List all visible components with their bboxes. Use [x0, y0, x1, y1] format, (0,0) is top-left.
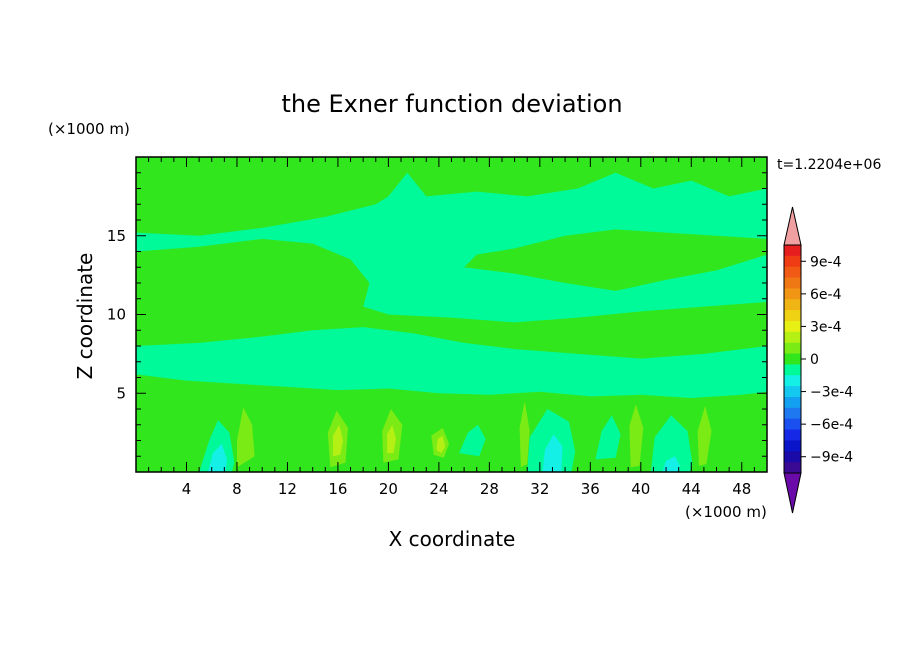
- colorbar-segment: [784, 440, 801, 452]
- x-tick-label: 44: [682, 480, 701, 498]
- contour-region-2: [590, 157, 767, 197]
- contour-region-20: [629, 404, 644, 468]
- colorbar-tick-label: 6e-4: [810, 287, 842, 303]
- x-unit-label: (×1000 m): [685, 503, 767, 521]
- contour-region-13: [542, 434, 563, 472]
- colorbar-segment: [784, 451, 801, 463]
- y-tick-label: 15: [107, 227, 126, 245]
- colorbar-segment: [784, 418, 801, 431]
- contour-region-14: [662, 456, 680, 472]
- contour-region-1: [136, 157, 414, 236]
- contour-region-11: [650, 415, 693, 472]
- contour-region-10: [595, 415, 621, 460]
- colorbar-segment: [784, 375, 801, 387]
- colorbar-tick-label: −3e-4: [810, 385, 853, 401]
- contour-region-4: [136, 238, 767, 359]
- colorbar-segment: [784, 397, 801, 409]
- x-tick-label: 24: [429, 480, 448, 498]
- colorbar-segment: [784, 331, 801, 344]
- x-tick-label: 8: [232, 480, 242, 498]
- colorbar-segment: [784, 353, 801, 365]
- contour-region-8: [459, 424, 486, 457]
- colorbar: 9e-4 6e-4 3e-4 0 −3e-4 −6e-4 −9e-4: [783, 206, 853, 514]
- y-unit-label: (×1000 m): [48, 120, 130, 138]
- colorbar-max-extension: [783, 206, 802, 246]
- colorbar-segment: [784, 321, 801, 333]
- contour-region-24: [436, 435, 446, 454]
- x-tick-label: 40: [631, 480, 650, 498]
- colorbar-segment: [784, 462, 801, 474]
- contour-region-21: [697, 405, 712, 466]
- x-tick-label: 28: [480, 480, 499, 498]
- x-tick-label: 12: [278, 480, 297, 498]
- colorbar-segment: [784, 266, 801, 279]
- y-tick-label: 5: [116, 384, 126, 402]
- contour-region-22: [332, 424, 343, 457]
- colorbar-segment: [784, 299, 801, 311]
- colorbar-segment: [784, 407, 801, 420]
- x-tick-label: 4: [182, 480, 192, 498]
- contour-field: [136, 157, 767, 472]
- colorbar-tick-label: 0: [810, 352, 819, 368]
- colorbar-segment: [784, 277, 801, 289]
- contour-region-23: [387, 424, 396, 454]
- x-tick-label: 36: [581, 480, 600, 498]
- colorbar-tick-label: −9e-4: [810, 450, 853, 466]
- y-tick-label: 10: [107, 306, 126, 324]
- contour-region-3: [388, 157, 616, 197]
- colorbar-min-extension: [783, 472, 802, 514]
- colorbar-segment: [784, 386, 801, 398]
- colorbar-segment: [784, 364, 801, 376]
- x-tick-label: 16: [328, 480, 347, 498]
- colorbar-tick-label: −6e-4: [810, 417, 853, 433]
- contour-region-5: [464, 229, 767, 291]
- colorbar-segment: [784, 255, 801, 268]
- colorbar-tick-label: 3e-4: [810, 319, 842, 335]
- x-tick-label: 48: [732, 480, 751, 498]
- x-tick-label: 32: [530, 480, 549, 498]
- chart-title: the Exner function deviation: [281, 90, 622, 118]
- colorbar-tick-label: 9e-4: [810, 254, 842, 270]
- y-axis-label: Z coordinate: [73, 253, 97, 380]
- time-label: t=1.2204e+06: [777, 157, 881, 173]
- colorbar-segment: [784, 342, 801, 355]
- colorbar-segment: [784, 310, 801, 322]
- contour-region-15: [237, 407, 255, 468]
- x-tick-label: 20: [379, 480, 398, 498]
- contour-region-19: [519, 401, 530, 468]
- colorbar-segment: [784, 245, 801, 257]
- x-axis-label: X coordinate: [389, 527, 516, 551]
- contour-region-12: [207, 443, 227, 472]
- colorbar-segment: [784, 429, 801, 441]
- colorbar-segment: [784, 288, 801, 300]
